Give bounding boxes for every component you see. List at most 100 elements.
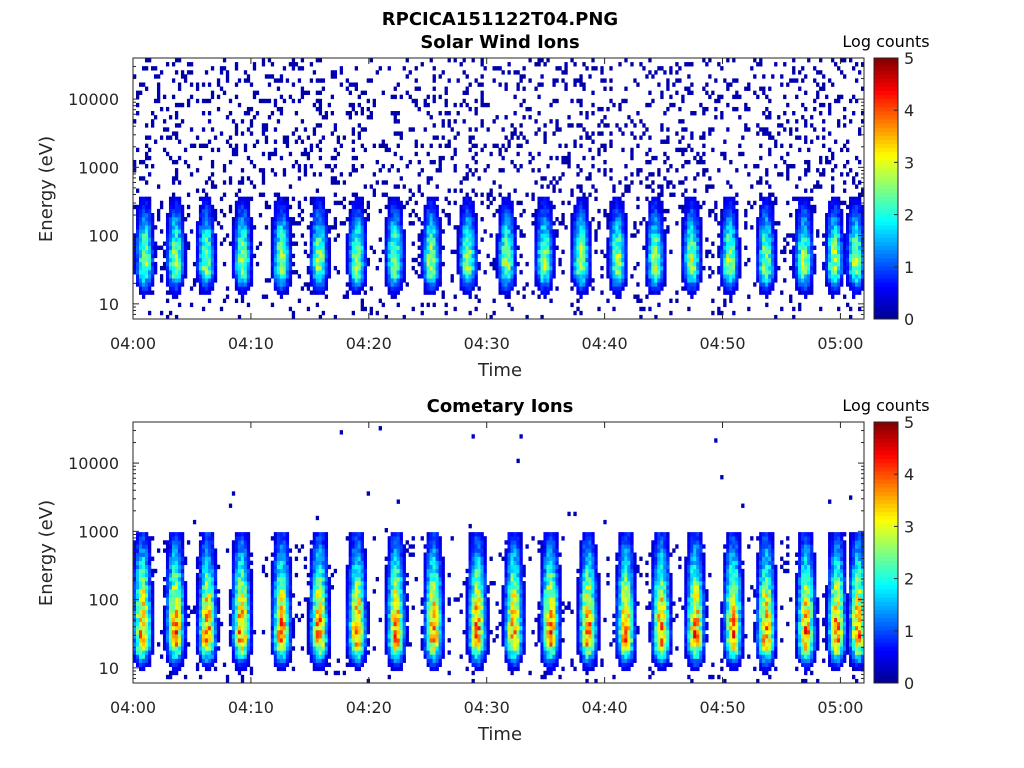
heatmap-cell [699,265,703,271]
heatmap-cell [540,176,544,181]
heatmap-cell [201,274,206,279]
heatmap-cell [780,74,784,79]
heatmap-cell [133,237,137,242]
heatmap-cell [237,286,242,291]
heatmap-cell [159,106,164,112]
heatmap-cell [357,245,361,250]
heatmap-cell [435,241,439,246]
heatmap-cell [144,253,149,259]
heatmap-cell [471,200,475,206]
heatmap-cell [792,111,796,116]
heatmap-cell [732,237,736,242]
heatmap-cell [426,229,430,234]
heatmap-cell [246,204,251,210]
heatmap-cell [465,208,469,214]
heatmap-cell [729,221,733,226]
heatmap-cell [384,245,388,250]
heatmap-cell [405,200,409,206]
heatmap-cell [855,265,859,271]
heatmap-cell [306,282,311,287]
heatmap-cell [249,131,254,136]
heatmap-cell [222,90,227,96]
heatmap-cell [402,278,406,283]
heatmap-cell [309,233,314,238]
heatmap-cell [357,278,361,283]
heatmap-cell [174,237,179,242]
heatmap-cell [273,241,278,246]
heatmap-cell [852,225,856,230]
heatmap-cell [504,290,508,295]
heatmap-cell [453,164,457,169]
heatmap-cell [396,274,400,279]
heatmap-cell [579,196,583,202]
heatmap-cell [768,204,772,210]
heatmap-cell [441,155,445,161]
heatmap-cell [315,90,320,96]
heatmap-cell [849,229,853,234]
heatmap-cell [168,290,173,295]
heatmap-cell [654,155,658,161]
heatmap-cell [339,221,344,226]
heatmap-cell [765,208,769,214]
heatmap-cell [621,200,625,206]
heatmap-cell [699,155,703,161]
heatmap-cell [573,82,577,87]
heatmap-cell [534,270,538,275]
heatmap-cell [813,208,817,214]
heatmap-cell [468,229,472,234]
heatmap-cell [141,278,146,283]
heatmap-cell [756,94,760,100]
heatmap-cell [657,233,661,238]
heatmap-cell [285,221,290,226]
heatmap-cell [603,172,607,177]
heatmap-cell [234,233,239,238]
heatmap-cell [207,119,212,124]
heatmap-cell [741,135,745,140]
heatmap-cell [543,270,547,275]
heatmap-cell [663,176,667,181]
heatmap-cell [288,306,293,312]
heatmap-cell [474,274,478,279]
heatmap-cell [690,196,694,202]
heatmap-cell [138,176,143,181]
heatmap-cell [249,180,254,185]
heatmap-cell [759,204,763,210]
heatmap-cell [546,249,550,255]
heatmap-cell [507,233,511,238]
heatmap-cell [783,245,787,250]
heatmap-cell [306,270,311,275]
heatmap-cell [291,241,296,246]
heatmap-cell [630,131,634,136]
heatmap-cell [624,270,628,275]
heatmap-cell [837,221,841,226]
heatmap-cell [357,200,361,206]
heatmap-cell [204,249,209,255]
heatmap-cell [504,221,508,226]
heatmap-cell [282,265,287,271]
heatmap-cell [711,270,715,275]
heatmap-cell [270,168,275,173]
heatmap-cell [171,294,176,299]
heatmap-cell [615,286,619,291]
heatmap-cell [420,62,424,67]
heatmap-cell [645,102,649,108]
heatmap-cell [537,225,541,230]
heatmap-cell [285,204,290,210]
heatmap-cell [249,270,254,275]
heatmap-cell [762,265,766,271]
heatmap-cell [324,278,329,283]
heatmap-cell [618,217,622,222]
heatmap-cell [834,265,838,271]
heatmap-cell [420,245,424,250]
heatmap-cell [594,233,598,238]
heatmap-cell [684,188,688,193]
heatmap-cell [798,176,802,181]
heatmap-cell [657,237,661,242]
heatmap-cell [696,278,700,283]
heatmap-cell [411,257,415,263]
heatmap-cell [195,135,200,140]
heatmap-cell [357,225,361,230]
heatmap-cell [270,74,275,79]
heatmap-cell [309,212,314,218]
heatmap-cell [762,249,766,255]
